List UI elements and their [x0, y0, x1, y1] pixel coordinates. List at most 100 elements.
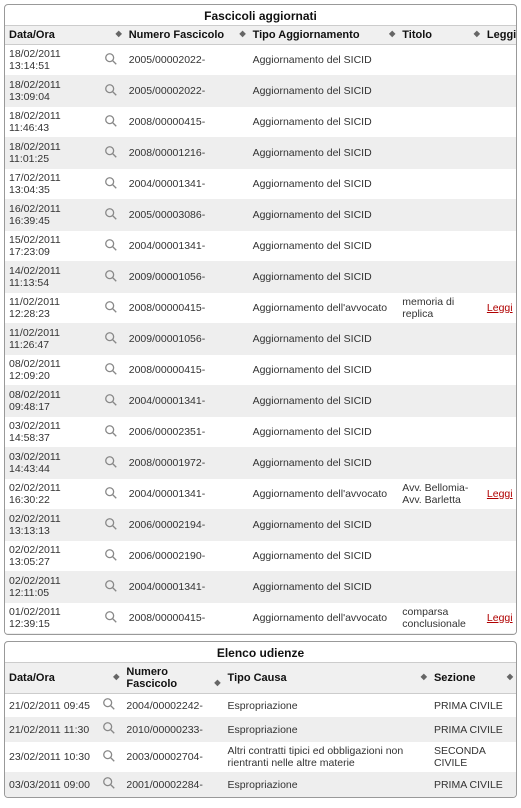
magnifier-icon[interactable]	[104, 362, 118, 376]
cell-numero: 2008/00001972-	[125, 448, 249, 479]
col-data-ora[interactable]: Data/Ora◆	[5, 26, 125, 45]
col-numero-fascicolo[interactable]: Numero Fascicolo◆	[125, 26, 249, 45]
magnifier-icon[interactable]	[104, 517, 118, 531]
col-sezione[interactable]: Sezione◆	[430, 663, 516, 694]
cell-magnifier[interactable]	[98, 76, 125, 107]
col-titolo[interactable]: Titolo◆	[398, 26, 483, 45]
sort-icon: ◆	[421, 673, 426, 681]
magnifier-icon[interactable]	[104, 579, 118, 593]
cell-numero: 2009/00001056-	[125, 324, 249, 355]
cell-magnifier[interactable]	[98, 572, 125, 603]
cell-magnifier[interactable]	[96, 742, 122, 773]
magnifier-icon[interactable]	[102, 721, 116, 735]
cell-magnifier[interactable]	[98, 479, 125, 510]
cell-magnifier[interactable]	[98, 262, 125, 293]
magnifier-icon[interactable]	[104, 83, 118, 97]
cell-leggi[interactable]: Leggi	[483, 479, 516, 510]
sort-icon: ◆	[116, 30, 121, 38]
cell-tipo: Aggiornamento dell'avvocato	[249, 479, 399, 510]
magnifier-icon[interactable]	[104, 300, 118, 314]
magnifier-icon[interactable]	[102, 776, 116, 790]
cell-magnifier[interactable]	[98, 355, 125, 386]
cell-tipo: Aggiornamento del SICID	[249, 138, 399, 169]
cell-titolo	[398, 107, 483, 138]
cell-sezione: SECONDA CIVILE	[430, 742, 516, 773]
cell-tipo: Espropriazione	[224, 718, 430, 742]
col-leggi[interactable]: Leggi	[483, 26, 516, 45]
magnifier-icon[interactable]	[104, 424, 118, 438]
table-row: 18/02/2011 11:46:432008/00000415-Aggiorn…	[5, 107, 516, 138]
sort-icon: ◆	[113, 673, 118, 681]
cell-magnifier[interactable]	[98, 386, 125, 417]
cell-tipo: Aggiornamento del SICID	[249, 417, 399, 448]
cell-magnifier[interactable]	[96, 773, 122, 797]
cell-magnifier[interactable]	[96, 718, 122, 742]
magnifier-icon[interactable]	[102, 697, 116, 711]
magnifier-icon[interactable]	[104, 610, 118, 624]
cell-titolo: comparsa conclusionale	[398, 603, 483, 634]
magnifier-icon[interactable]	[104, 52, 118, 66]
magnifier-icon[interactable]	[104, 486, 118, 500]
cell-leggi[interactable]: Leggi	[483, 603, 516, 634]
magnifier-icon[interactable]	[102, 749, 116, 763]
magnifier-icon[interactable]	[104, 207, 118, 221]
cell-magnifier[interactable]	[98, 510, 125, 541]
udienze-table: Data/Ora◆ Numero Fascicolo◆ Tipo Causa◆ …	[5, 662, 516, 797]
sort-icon: ◆	[474, 30, 479, 38]
magnifier-icon[interactable]	[104, 114, 118, 128]
cell-titolo	[398, 262, 483, 293]
udienze-header-row: Data/Ora◆ Numero Fascicolo◆ Tipo Causa◆ …	[5, 663, 516, 694]
table-row: 03/03/2011 09:002001/00002284-Espropriaz…	[5, 773, 516, 797]
magnifier-icon[interactable]	[104, 393, 118, 407]
cell-data-ora: 03/03/2011 09:00	[5, 773, 96, 797]
magnifier-icon[interactable]	[104, 331, 118, 345]
table-row: 08/02/2011 09:48:172004/00001341-Aggiorn…	[5, 386, 516, 417]
cell-leggi	[483, 200, 516, 231]
magnifier-icon[interactable]	[104, 269, 118, 283]
cell-tipo: Altri contratti tipici ed obbligazioni n…	[224, 742, 430, 773]
magnifier-icon[interactable]	[104, 548, 118, 562]
leggi-link[interactable]: Leggi	[487, 612, 513, 624]
cell-magnifier[interactable]	[98, 231, 125, 262]
cell-numero: 2005/00002022-	[125, 76, 249, 107]
magnifier-icon[interactable]	[104, 238, 118, 252]
cell-magnifier[interactable]	[98, 138, 125, 169]
magnifier-icon[interactable]	[104, 455, 118, 469]
col-data-ora[interactable]: Data/Ora◆	[5, 663, 122, 694]
cell-numero: 2006/00002194-	[125, 510, 249, 541]
cell-tipo: Aggiornamento del SICID	[249, 324, 399, 355]
cell-magnifier[interactable]	[98, 293, 125, 324]
cell-numero: 2005/00003086-	[125, 200, 249, 231]
col-tipo-causa[interactable]: Tipo Causa◆	[224, 663, 430, 694]
cell-magnifier[interactable]	[98, 541, 125, 572]
cell-magnifier[interactable]	[98, 448, 125, 479]
cell-tipo: Aggiornamento del SICID	[249, 76, 399, 107]
cell-tipo: Aggiornamento del SICID	[249, 262, 399, 293]
leggi-link[interactable]: Leggi	[487, 488, 513, 500]
cell-numero: 2008/00000415-	[125, 355, 249, 386]
cell-numero: 2004/00001341-	[125, 386, 249, 417]
cell-magnifier[interactable]	[96, 694, 122, 718]
table-row: 02/02/2011 12:11:052004/00001341-Aggiorn…	[5, 572, 516, 603]
cell-magnifier[interactable]	[98, 603, 125, 634]
table-row: 02/02/2011 16:30:222004/00001341-Aggiorn…	[5, 479, 516, 510]
cell-leggi	[483, 231, 516, 262]
leggi-link[interactable]: Leggi	[487, 302, 513, 314]
cell-data-ora: 02/02/2011 16:30:22	[5, 479, 98, 510]
cell-leggi[interactable]: Leggi	[483, 293, 516, 324]
col-tipo-aggiornamento[interactable]: Tipo Aggiornamento◆	[249, 26, 399, 45]
magnifier-icon[interactable]	[104, 145, 118, 159]
cell-magnifier[interactable]	[98, 417, 125, 448]
cell-magnifier[interactable]	[98, 169, 125, 200]
cell-data-ora: 02/02/2011 13:13:13	[5, 510, 98, 541]
cell-magnifier[interactable]	[98, 45, 125, 76]
sort-icon: ◆	[507, 673, 512, 681]
col-numero-fascicolo[interactable]: Numero Fascicolo◆	[122, 663, 223, 694]
magnifier-icon[interactable]	[104, 176, 118, 190]
cell-magnifier[interactable]	[98, 324, 125, 355]
cell-magnifier[interactable]	[98, 200, 125, 231]
cell-numero: 2008/00000415-	[125, 293, 249, 324]
cell-numero: 2006/00002351-	[125, 417, 249, 448]
cell-magnifier[interactable]	[98, 107, 125, 138]
cell-titolo	[398, 510, 483, 541]
